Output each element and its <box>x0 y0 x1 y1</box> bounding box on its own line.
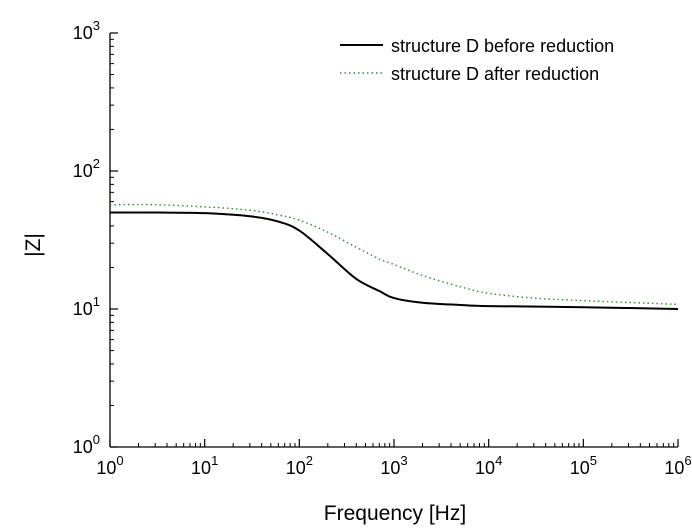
x-axis-label: Frequency [Hz] <box>324 502 466 525</box>
legend: structure D before reduction structure D … <box>340 36 614 84</box>
x-tick-label: 100 <box>96 453 123 478</box>
x-tick-label: 102 <box>286 453 313 478</box>
y-tick-label: 100 <box>73 432 100 457</box>
y-axis-label: |Z| <box>22 233 45 257</box>
x-axis-ticks: 100 101 102 103 104 105 106 <box>96 439 692 478</box>
y-tick-label: 101 <box>73 294 100 319</box>
x-tick-label: 105 <box>570 453 597 478</box>
plot-frame <box>109 33 678 448</box>
legend-label-2: structure D after reduction <box>391 64 599 84</box>
y-tick-label: 102 <box>73 156 100 181</box>
legend-label-1: structure D before reduction <box>391 36 614 56</box>
y-tick-label: 103 <box>73 18 100 43</box>
series-line-1 <box>109 211 679 310</box>
series-group <box>109 203 679 310</box>
x-tick-label: 106 <box>664 453 691 478</box>
x-tick-label: 104 <box>475 453 502 478</box>
x-tick-label: 103 <box>380 453 407 478</box>
y-axis-ticks: 100 101 102 103 <box>73 18 118 457</box>
x-tick-label: 101 <box>191 453 218 478</box>
series-line-2 <box>109 203 679 306</box>
